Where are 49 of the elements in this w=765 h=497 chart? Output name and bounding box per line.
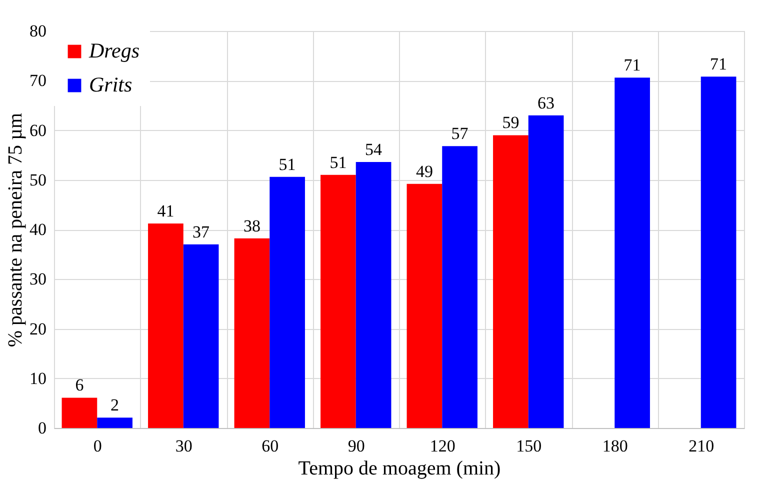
bar <box>234 238 270 428</box>
data-label: 38 <box>243 216 260 236</box>
x-tick-label: 60 <box>262 436 279 456</box>
bar <box>270 176 305 428</box>
bar <box>406 184 442 428</box>
bar <box>614 78 650 428</box>
y-tick-label: 30 <box>30 270 46 289</box>
bar <box>148 224 184 428</box>
bar <box>97 418 132 428</box>
data-label: 51 <box>278 154 296 174</box>
x-tick-label: 180 <box>602 436 628 456</box>
y-tick-label: 70 <box>30 71 46 90</box>
x-tick-label: 210 <box>688 436 714 456</box>
legend-label: Dregs <box>88 38 140 62</box>
bar <box>493 135 528 428</box>
bar <box>442 146 478 428</box>
legend-label: Grits <box>89 72 132 96</box>
data-label: 57 <box>451 124 469 144</box>
y-tick-label: 20 <box>30 319 46 338</box>
data-label: 59 <box>502 113 520 132</box>
bar <box>320 174 356 428</box>
bar <box>356 162 392 428</box>
data-label: 63 <box>538 93 555 112</box>
bar <box>62 398 98 428</box>
bar <box>528 115 564 428</box>
y-tick-label: 40 <box>30 220 46 239</box>
data-label: 71 <box>710 54 728 74</box>
bar <box>700 76 736 428</box>
y-tick-label: 0 <box>38 418 46 438</box>
y-axis-title: % passante na peneira 75 µm <box>4 112 26 348</box>
x-tick-label: 150 <box>516 436 542 456</box>
x-tick-label: 30 <box>175 436 192 456</box>
data-label: 49 <box>416 162 433 181</box>
bar <box>183 244 219 428</box>
data-label: 51 <box>330 152 347 172</box>
x-tick-label: 120 <box>430 436 456 456</box>
y-tick-label: 10 <box>30 368 46 388</box>
data-label: 71 <box>624 56 641 75</box>
data-label: 54 <box>365 140 383 160</box>
data-label: 2 <box>110 396 120 415</box>
data-label: 41 <box>157 202 174 221</box>
x-tick-label: 0 <box>93 436 102 456</box>
data-label: 6 <box>75 376 84 395</box>
y-tick-label: 50 <box>30 170 46 190</box>
y-tick-label: 80 <box>30 22 46 40</box>
x-axis-title: Tempo de moagem (min) <box>298 458 501 480</box>
x-tick-label: 90 <box>348 436 365 456</box>
y-tick-label: 60 <box>30 120 46 140</box>
data-label: 37 <box>192 222 210 242</box>
